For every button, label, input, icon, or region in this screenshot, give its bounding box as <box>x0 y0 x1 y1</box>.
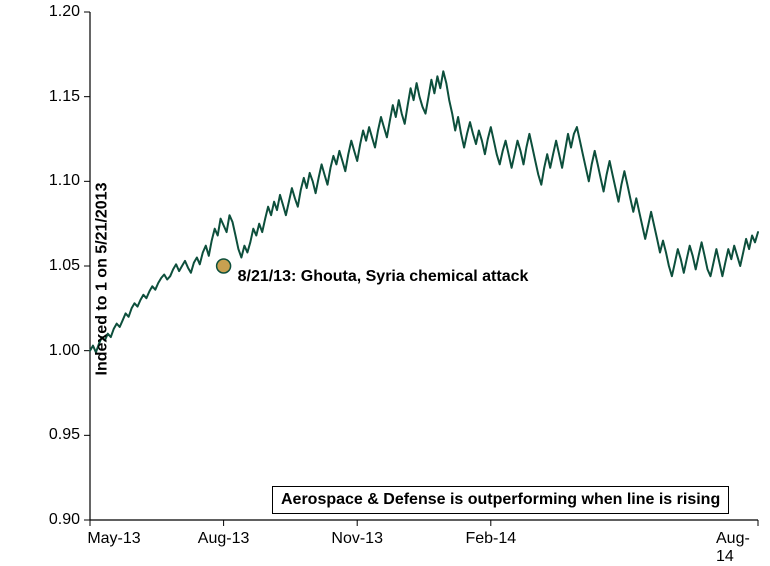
y-tick-label: 1.20 <box>30 3 80 21</box>
x-tick-label: Feb-14 <box>465 530 516 548</box>
y-tick-label: 0.90 <box>30 511 80 529</box>
x-tick-label: May-13 <box>87 530 140 548</box>
y-tick-label: 1.10 <box>30 172 80 190</box>
x-tick-label: Nov-13 <box>331 530 383 548</box>
x-tick-label: Aug-13 <box>198 530 250 548</box>
y-tick-label: 1.00 <box>30 342 80 360</box>
annotation-label: 8/21/13: Ghouta, Syria chemical attack <box>238 268 529 286</box>
y-tick-label: 1.15 <box>30 88 80 106</box>
y-axis-title: Indexed to 1 on 5/21/2013 <box>93 183 111 376</box>
legend-box: Aerospace & Defense is outperforming whe… <box>272 486 729 514</box>
line-chart: Indexed to 1 on 5/21/2013 8/21/13: Ghout… <box>0 0 770 558</box>
y-tick-label: 1.05 <box>30 257 80 275</box>
y-tick-label: 0.95 <box>30 426 80 444</box>
x-tick-label: Aug-14 <box>716 530 752 566</box>
